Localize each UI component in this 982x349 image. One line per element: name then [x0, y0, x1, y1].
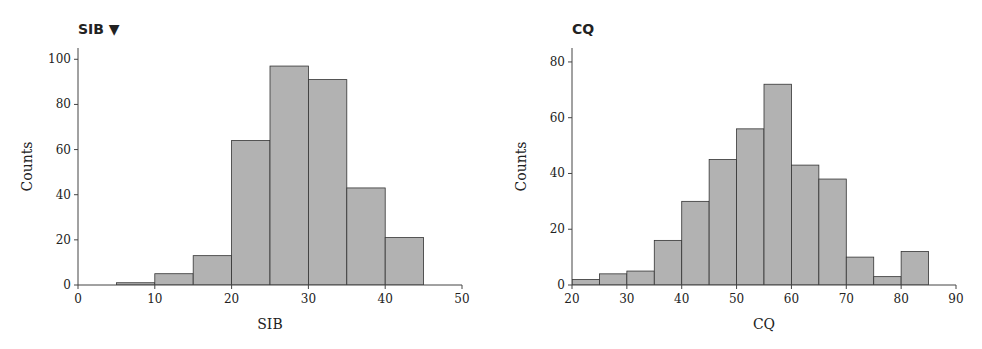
- bar: [232, 141, 270, 285]
- bar: [385, 238, 423, 285]
- y-tick: [568, 285, 572, 286]
- title: SIB ▼: [78, 21, 120, 37]
- bar: [791, 165, 818, 285]
- x-tick-label: 40: [674, 292, 689, 306]
- x-tick-label: 70: [839, 292, 854, 306]
- y-tick-label: 80: [550, 55, 565, 69]
- x-tick: [385, 285, 386, 289]
- x-tick: [901, 285, 902, 289]
- bar: [901, 252, 928, 285]
- x-tick-label: 90: [948, 292, 963, 306]
- x-tick-label: 0: [74, 292, 82, 306]
- y-tick: [568, 173, 572, 174]
- x-tick: [572, 285, 573, 289]
- title: CQ: [572, 21, 594, 37]
- y-axis-line: [78, 48, 79, 285]
- bar: [627, 271, 654, 285]
- bar: [819, 179, 846, 285]
- x-tick-label: 30: [301, 292, 316, 306]
- x-tick: [308, 285, 309, 289]
- x-tick-label: 50: [729, 292, 744, 306]
- x-tick: [956, 285, 957, 289]
- bar: [347, 188, 385, 285]
- y-tick: [74, 59, 78, 60]
- x-tick: [231, 285, 232, 289]
- y-tick-label: 100: [48, 52, 71, 66]
- x-tick-label: 10: [147, 292, 162, 306]
- bar: [193, 256, 231, 285]
- bars: [572, 84, 929, 285]
- y-axis-line: [572, 48, 573, 285]
- y-axis-label: Counts: [513, 142, 529, 192]
- panel: 2030405060708090020406080CQCountsCQ: [513, 21, 964, 332]
- x-tick: [154, 285, 155, 289]
- x-tick-label: 50: [454, 292, 469, 306]
- x-tick-label: 80: [894, 292, 909, 306]
- y-tick: [568, 61, 572, 62]
- y-tick: [568, 117, 572, 118]
- x-tick-label: 20: [564, 292, 579, 306]
- bar: [682, 201, 709, 285]
- x-axis-line: [572, 285, 956, 286]
- y-tick-label: 0: [557, 278, 565, 292]
- x-tick-label: 40: [378, 292, 393, 306]
- y-tick-label: 80: [56, 97, 71, 111]
- y-tick: [568, 229, 572, 230]
- y-tick-label: 40: [56, 188, 71, 202]
- y-tick: [74, 194, 78, 195]
- y-axis-label: Counts: [19, 142, 35, 192]
- x-tick: [462, 285, 463, 289]
- bar: [709, 160, 736, 285]
- bar: [764, 84, 791, 285]
- x-axis-label: CQ: [753, 316, 775, 332]
- y-tick: [74, 239, 78, 240]
- bar: [654, 240, 681, 285]
- y-tick-label: 60: [550, 111, 565, 125]
- y-tick: [74, 285, 78, 286]
- x-axis-line: [78, 285, 462, 286]
- bar: [270, 66, 308, 285]
- y-tick-label: 40: [550, 166, 565, 180]
- figure: 01020304050020406080100SIBCountsSIB ▼203…: [0, 0, 982, 349]
- x-tick: [78, 285, 79, 289]
- bars: [116, 66, 423, 285]
- x-tick-label: 20: [224, 292, 239, 306]
- x-axis-label: SIB: [257, 316, 282, 332]
- y-tick-label: 0: [63, 278, 71, 292]
- panel: 0 10 20 30 40 50 0 20 40 60 80 100 SIB Counts SIB ▼: [19, 21, 470, 332]
- bar: [737, 129, 764, 285]
- y-tick-label: 60: [56, 143, 71, 157]
- bar: [572, 279, 599, 285]
- x-tick: [736, 285, 737, 289]
- bar: [846, 257, 873, 285]
- bar: [155, 274, 193, 285]
- x-tick: [846, 285, 847, 289]
- y-tick-label: 20: [550, 222, 565, 236]
- x-tick: [681, 285, 682, 289]
- y-tick-label: 20: [56, 233, 71, 247]
- x-tick: [791, 285, 792, 289]
- bar: [308, 80, 346, 285]
- bar: [874, 277, 901, 285]
- y-tick: [74, 104, 78, 105]
- bar: [599, 274, 626, 285]
- x-tick-label: 60: [784, 292, 799, 306]
- x-tick-label: 30: [619, 292, 634, 306]
- x-tick: [626, 285, 627, 289]
- y-tick: [74, 149, 78, 150]
